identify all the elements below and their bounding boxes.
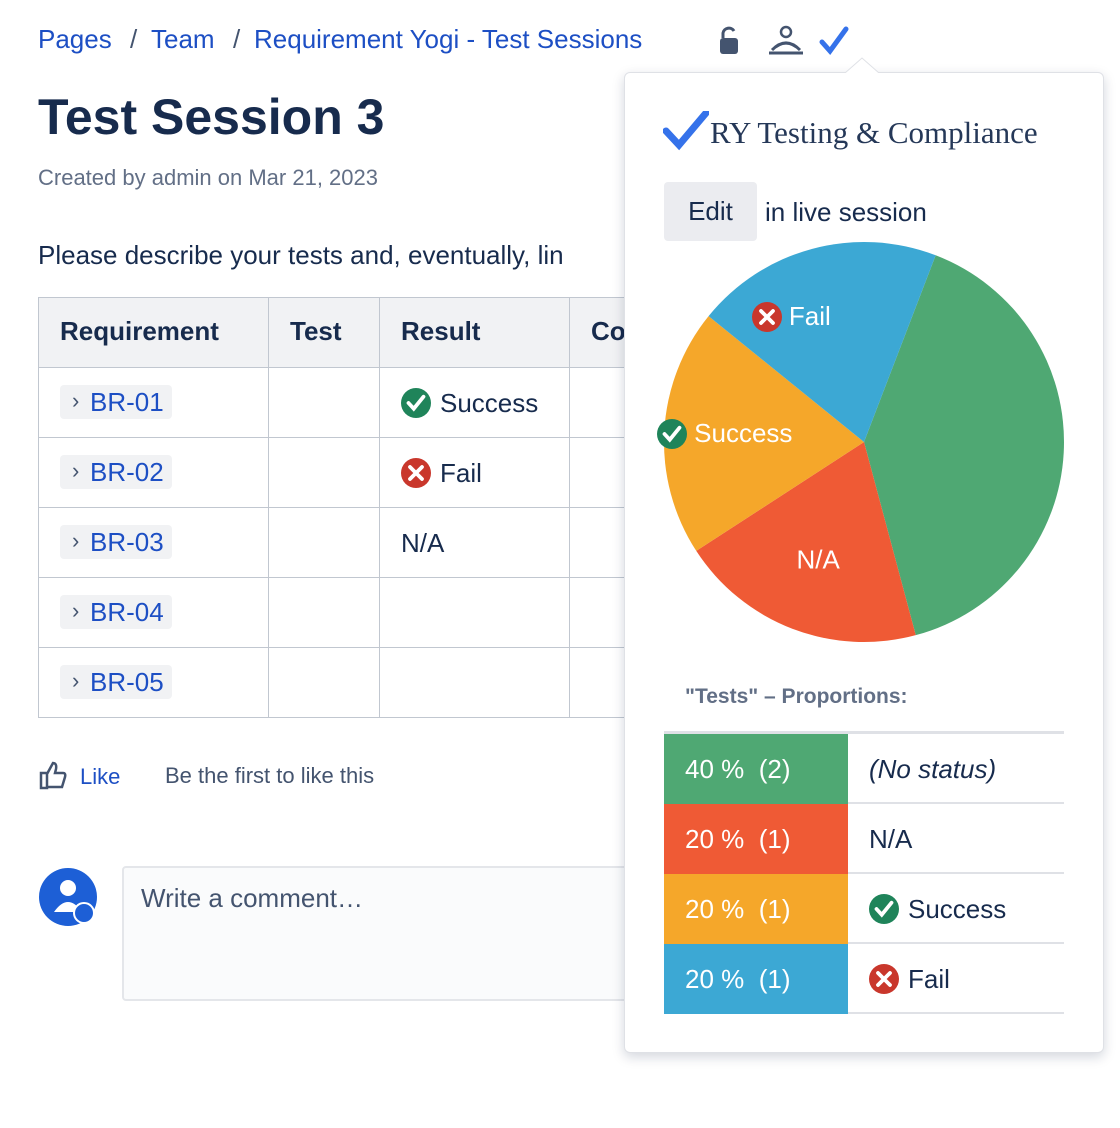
row-border bbox=[848, 942, 1064, 944]
fail-icon bbox=[751, 302, 782, 333]
header-cell: Test bbox=[268, 297, 380, 368]
table-cell: N/A bbox=[379, 507, 570, 578]
requirement-link[interactable]: BR-02 › bbox=[60, 455, 172, 489]
avatar-head bbox=[60, 880, 76, 896]
edit-button[interactable]: Edit bbox=[664, 182, 757, 241]
header-cell: Result bbox=[379, 297, 570, 368]
breadcrumb-link[interactable]: Pages bbox=[38, 24, 112, 54]
breadcrumb-link[interactable]: Requirement Yogi - Test Sessions bbox=[254, 24, 643, 54]
intro-text: Please describe your tests and, eventual… bbox=[38, 240, 564, 270]
header-text: Result bbox=[401, 316, 481, 346]
pie-slice bbox=[708, 242, 936, 442]
table-cell: BR-04 › bbox=[38, 577, 269, 648]
toolbar-icons bbox=[720, 25, 849, 55]
edit-suffix: in live session bbox=[765, 197, 927, 227]
proportion-cell bbox=[664, 944, 848, 1014]
table-cell bbox=[268, 367, 380, 438]
slice-label: N/A bbox=[796, 544, 840, 574]
fail-icon bbox=[869, 964, 899, 994]
brand-logo bbox=[663, 111, 709, 151]
table-cell bbox=[268, 647, 380, 718]
success-icon bbox=[401, 388, 431, 418]
header-text: Test bbox=[290, 316, 342, 346]
arrow-shape bbox=[845, 57, 879, 73]
header-text: Co bbox=[591, 316, 626, 346]
table-cell bbox=[268, 577, 380, 648]
like-icon bbox=[39, 761, 67, 790]
testing-popup: RY Testing & Compliance Edit in live sessi… bbox=[624, 72, 1104, 1053]
table-cell bbox=[379, 647, 570, 718]
pie-slice bbox=[864, 255, 1064, 636]
status-name: Fail bbox=[908, 964, 950, 994]
pie-slice bbox=[664, 316, 864, 551]
icon-glyph bbox=[874, 900, 894, 918]
pie-slice bbox=[696, 442, 916, 642]
brand-name: RY Testing & Compliance bbox=[710, 115, 1038, 150]
success-icon bbox=[869, 894, 899, 924]
slice-label: Success bbox=[694, 418, 792, 448]
chevron: › bbox=[72, 388, 80, 413]
like-text: Be the first to like this bbox=[165, 763, 375, 788]
avatar bbox=[39, 868, 97, 926]
proportion-label: 20 % (1) bbox=[685, 964, 791, 994]
breadcrumb-link[interactable]: Team bbox=[151, 24, 215, 54]
byline: Created by admin on Mar 21, 2023 bbox=[38, 165, 378, 190]
chevron: › bbox=[72, 598, 80, 623]
proportion-cell bbox=[664, 804, 848, 874]
icon-glyph bbox=[406, 394, 426, 412]
row-border bbox=[848, 802, 1064, 804]
breadcrumb-separator: / bbox=[130, 24, 138, 54]
chevron: › bbox=[72, 528, 80, 553]
requirement-link[interactable]: BR-01 › bbox=[60, 385, 172, 419]
status-name: Success bbox=[908, 894, 1007, 924]
table-cell bbox=[379, 577, 570, 648]
icon-glyph bbox=[876, 971, 892, 987]
table-cell: BR-01 › bbox=[38, 367, 269, 438]
table-cell: BR-03 › bbox=[38, 507, 269, 578]
page-title: Test Session 3 bbox=[38, 89, 385, 145]
proportion-cell bbox=[664, 734, 848, 804]
breadcrumb-separator: / bbox=[233, 24, 241, 54]
table-cell: BR-02 › bbox=[38, 437, 269, 508]
chevron: › bbox=[72, 668, 80, 693]
icon-glyph bbox=[408, 465, 424, 481]
header-cell: Requirement bbox=[38, 297, 269, 368]
slice-label: Fail bbox=[789, 301, 831, 331]
table-cell bbox=[268, 437, 380, 508]
requirement-link[interactable]: BR-05 › bbox=[60, 665, 172, 699]
row-border bbox=[848, 872, 1064, 874]
requirement-link[interactable]: BR-04 › bbox=[60, 595, 172, 629]
result-text: Fail bbox=[440, 458, 482, 488]
proportion-label: 40 % (2) bbox=[685, 754, 791, 784]
like-glyph bbox=[39, 761, 67, 790]
table-top-border bbox=[664, 731, 1064, 734]
proportion-label: 20 % (1) bbox=[685, 824, 791, 854]
pie-chart: N/A Success Fail bbox=[664, 242, 1064, 642]
like-button[interactable]: Like bbox=[80, 764, 121, 789]
chevron: › bbox=[72, 458, 80, 483]
table-cell: Success bbox=[379, 367, 570, 438]
success-icon bbox=[657, 419, 688, 450]
row-border bbox=[848, 1012, 1064, 1014]
fail-icon bbox=[401, 458, 431, 488]
result-text: Success bbox=[440, 388, 539, 418]
table-cell: Fail bbox=[379, 437, 570, 508]
popup-arrow bbox=[845, 57, 879, 73]
table-cell: BR-05 › bbox=[38, 647, 269, 718]
result-text: N/A bbox=[401, 528, 445, 558]
proportion-label: 20 % (1) bbox=[685, 894, 791, 924]
header-text: Requirement bbox=[60, 316, 219, 346]
icon-glyph bbox=[662, 426, 682, 443]
proportion-cell bbox=[664, 874, 848, 944]
icon-glyph bbox=[758, 309, 775, 326]
avatar-edit bbox=[73, 902, 95, 924]
status-name: N/A bbox=[869, 824, 913, 854]
status-name: (No status) bbox=[869, 754, 997, 784]
logo-check bbox=[663, 111, 709, 151]
comment-placeholder: Write a comment… bbox=[141, 883, 364, 913]
proportions-title: "Tests" – Proportions: bbox=[685, 685, 908, 708]
requirement-link[interactable]: BR-03 › bbox=[60, 525, 172, 559]
table-cell bbox=[268, 507, 380, 578]
